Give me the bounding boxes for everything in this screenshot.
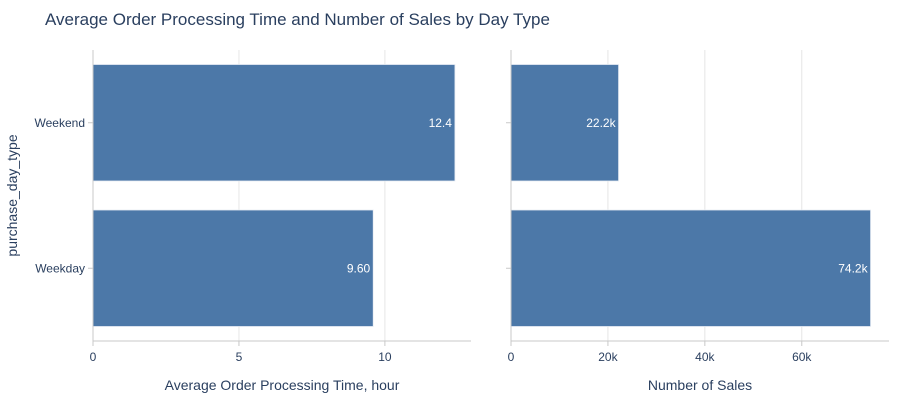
chart-title: Average Order Processing Time and Number… [45,10,550,29]
bar-weekday[interactable] [92,209,374,327]
y-axis-title: purchase_day_type [4,134,20,256]
x-axis-title: Average Order Processing Time, hour [165,377,400,393]
x-tick-label: 20k [598,350,618,364]
x-tick-label: 60k [792,350,812,364]
x-axis-title: Number of Sales [648,377,752,393]
x-tick-label: 0 [508,350,515,364]
data-label: 74.2k [838,261,868,275]
x-tick-label: 10 [378,350,392,364]
y-tick-label-weekend: Weekend [35,116,85,130]
x-tick-label: 5 [236,350,243,364]
data-label: 9.60 [347,261,371,275]
bar-weekend[interactable] [92,64,456,182]
data-label: 12.4 [429,116,453,130]
chart-panel-1: 12.4 9.60 0 5 10 Weekend Weekday Average Order … [4,50,471,393]
bar-weekday[interactable] [510,209,871,327]
y-tick-label-weekday: Weekday [35,261,85,275]
bar-weekend[interactable] [510,64,619,182]
chart-panel-2: 22.2k 74.2k 0 20k 40k 60k Number of Sales [506,50,889,393]
x-tick-label: 40k [695,350,715,364]
x-tick-label: 0 [90,350,97,364]
data-label: 22.2k [586,116,616,130]
